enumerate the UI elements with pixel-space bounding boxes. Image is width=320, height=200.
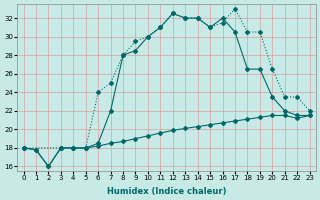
X-axis label: Humidex (Indice chaleur): Humidex (Indice chaleur) bbox=[107, 187, 226, 196]
